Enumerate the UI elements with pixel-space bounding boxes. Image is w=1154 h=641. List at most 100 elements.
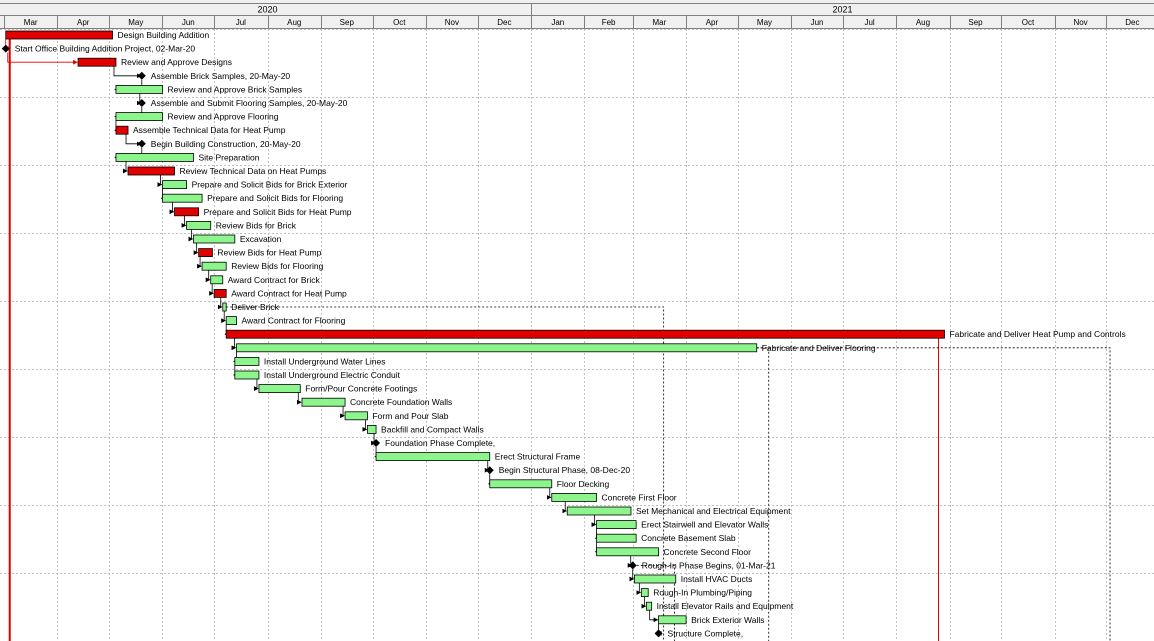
task-row[interactable]: Fabricate and Deliver Flooring (236, 343, 876, 353)
task-row[interactable]: Award Contract for Brick (210, 275, 321, 285)
task-row[interactable]: Backfill and Compact Walls (367, 424, 484, 434)
task-row[interactable]: Structure Complete, (654, 628, 744, 638)
task-row[interactable]: Form and Pour Slab (344, 411, 449, 421)
milestone-marker[interactable] (628, 561, 637, 570)
task-row[interactable]: Award Contract for Flooring (225, 316, 346, 326)
task-row[interactable]: Review Bids for Flooring (201, 261, 324, 271)
task-bar[interactable] (234, 370, 260, 380)
milestone-marker[interactable] (137, 71, 146, 80)
task-row[interactable]: Erect Structural Frame (375, 452, 581, 462)
task-bar[interactable] (596, 533, 637, 543)
task-label: Install HVAC Ducts (681, 574, 753, 584)
task-row[interactable]: Deliver Brick (222, 302, 280, 312)
task-row[interactable]: Install Underground Electric Conduit (234, 370, 401, 380)
month-label: Apr (706, 18, 719, 27)
task-row[interactable]: Prepare and Solicit Bids for Flooring (162, 193, 343, 203)
task-bar[interactable] (186, 220, 212, 230)
task-row[interactable]: Review Technical Data on Heat Pumps (127, 166, 326, 176)
task-bar[interactable] (77, 57, 117, 67)
task-row[interactable]: Review and Approve Designs (77, 57, 232, 67)
task-row[interactable]: Prepare and Solicit Bids for Heat Pump (174, 207, 352, 217)
task-label: Excavation (240, 234, 282, 244)
task-row[interactable]: Review and Approve Brick Samples (115, 84, 302, 94)
task-bar[interactable] (115, 125, 129, 135)
task-row[interactable]: Begin Building Construction, 20-May-20 (137, 139, 301, 149)
task-row[interactable]: Concrete First Floor (551, 492, 677, 502)
task-row[interactable]: Excavation (193, 234, 282, 244)
task-bar[interactable] (640, 588, 649, 597)
task-row[interactable]: Review and Approve Flooring (115, 112, 279, 122)
task-label: Set Mechanical and Electrical Equipment (636, 506, 791, 516)
task-bar[interactable] (596, 520, 637, 529)
task-bar[interactable] (193, 234, 236, 244)
task-bar[interactable] (566, 506, 632, 516)
task-bar[interactable] (174, 207, 200, 217)
task-bars[interactable]: Design Building Addition Start Office Bui… (1, 30, 1126, 638)
task-bar[interactable] (234, 356, 260, 366)
task-bar[interactable] (225, 329, 945, 339)
task-row[interactable]: Site Preparation (115, 152, 260, 162)
task-bar[interactable] (658, 615, 687, 625)
task-row[interactable]: Prepare and Solicit Bids for Brick Exter… (162, 180, 348, 190)
task-row[interactable]: Form/Pour Concrete Footings (258, 384, 417, 394)
task-bar[interactable] (127, 166, 175, 176)
task-row[interactable]: Rough-In Plumbing/Piping (640, 588, 752, 598)
task-bar[interactable] (222, 302, 227, 312)
task-row[interactable]: Concrete Basement Slab (596, 533, 736, 543)
task-bar[interactable] (344, 411, 368, 421)
task-bar[interactable] (225, 316, 237, 326)
task-row[interactable]: Award Contract for Heat Pump (213, 288, 347, 298)
task-bar[interactable] (258, 384, 301, 394)
task-row[interactable]: Concrete Second Floor (596, 547, 752, 557)
task-bar[interactable] (551, 492, 597, 502)
task-row[interactable]: Start Office Building Addition Project, … (1, 44, 196, 54)
task-bar[interactable] (634, 574, 677, 584)
task-row[interactable]: Foundation Phase Complete, (372, 438, 495, 448)
summary-bar[interactable] (5, 30, 113, 40)
task-row[interactable]: Assemble Technical Data for Heat Pump (115, 125, 286, 135)
task-row[interactable]: Floor Decking (489, 479, 610, 489)
task-row[interactable]: Fabricate and Deliver Heat Pump and Cont… (225, 329, 1126, 339)
dependency-link (209, 283, 214, 296)
milestone-marker[interactable] (1, 44, 10, 53)
task-label: Prepare and Solicit Bids for Brick Exter… (192, 180, 348, 190)
task-bar[interactable] (115, 112, 163, 121)
milestone-marker[interactable] (372, 439, 381, 447)
task-row[interactable]: Install HVAC Ducts (634, 574, 752, 584)
task-bar[interactable] (115, 152, 194, 162)
header-background (0, 0, 1154, 29)
milestone-marker[interactable] (485, 466, 494, 475)
milestone-marker[interactable] (654, 629, 663, 638)
task-bar[interactable] (367, 424, 377, 434)
task-row[interactable]: Concrete Foundation Walls (301, 397, 452, 407)
task-bar[interactable] (213, 288, 227, 298)
task-row[interactable]: Set Mechanical and Electrical Equipment (566, 506, 791, 516)
task-row[interactable]: Review Bids for Heat Pump (198, 248, 322, 258)
task-row[interactable]: Rough-In Phase Begins, 01-Mar-21 (628, 560, 776, 570)
task-row[interactable]: Install Underground Water Lines (234, 356, 386, 366)
task-bar[interactable] (236, 343, 758, 353)
milestone-marker[interactable] (137, 99, 146, 107)
task-bar[interactable] (489, 479, 553, 489)
task-bar[interactable] (201, 261, 227, 271)
task-row[interactable]: Install Elevator Rails and Equipment (646, 601, 794, 611)
task-row[interactable]: Review Bids for Brick (186, 220, 297, 230)
task-bar[interactable] (210, 275, 224, 285)
task-bar[interactable] (596, 547, 659, 557)
task-bar[interactable] (646, 601, 653, 611)
task-row[interactable]: Begin Structural Phase, 08-Dec-20 (485, 465, 631, 475)
task-bar[interactable] (375, 452, 491, 462)
task-bar[interactable] (198, 248, 213, 258)
task-row[interactable]: Brick Exterior Walls (658, 615, 765, 625)
dependency-link (641, 596, 647, 609)
task-row[interactable]: Assemble Brick Samples, 20-May-20 (137, 71, 291, 81)
task-row[interactable]: Design Building Addition (5, 30, 210, 40)
milestone-marker[interactable] (137, 139, 146, 148)
task-row[interactable]: Assemble and Submit Flooring Samples, 20… (137, 98, 348, 108)
task-bar[interactable] (115, 85, 163, 94)
task-row[interactable]: Erect Stairwell and Elevator Walls (596, 520, 769, 530)
task-label: Award Contract for Flooring (242, 316, 346, 326)
task-bar[interactable] (162, 180, 187, 190)
task-bar[interactable] (162, 193, 203, 203)
task-bar[interactable] (301, 397, 346, 407)
